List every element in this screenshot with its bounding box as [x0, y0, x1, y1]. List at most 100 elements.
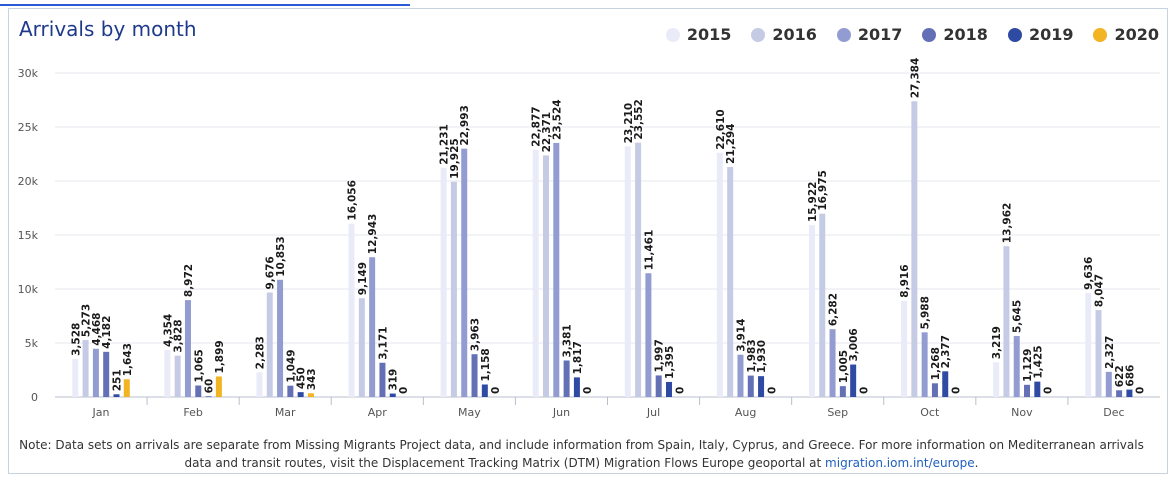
y-tick-label: 5k	[25, 337, 39, 350]
bar-2017-Sep	[829, 329, 836, 397]
bar-2019-May	[481, 384, 488, 397]
data-label: 1,643	[122, 343, 134, 376]
bar-2017-Oct	[921, 332, 928, 397]
footnote-end: .	[974, 456, 979, 470]
data-label: 4,468	[91, 313, 103, 346]
bar-2019-Jan	[113, 394, 120, 397]
bar-2020-Feb	[215, 376, 222, 397]
data-label: 22,610	[715, 109, 727, 150]
bar-2015-Jan	[72, 358, 79, 397]
data-label: 22,371	[541, 112, 553, 153]
bar-2018-Jan	[103, 351, 110, 397]
bar-2018-Aug	[747, 375, 754, 397]
data-label: 9,149	[357, 262, 369, 295]
bar-2017-Feb	[184, 300, 191, 397]
bar-2017-Aug	[737, 354, 744, 397]
legend-item-2017[interactable]: 2017	[836, 25, 903, 44]
bar-2016-Jan	[82, 340, 89, 397]
bar-2015-Feb	[164, 349, 171, 397]
data-label: 3,528	[70, 323, 82, 356]
data-label: 2,283	[254, 336, 266, 369]
bar-2015-Jun	[532, 149, 539, 397]
bar-2016-Aug	[727, 167, 734, 397]
data-label: 1,158	[480, 348, 492, 381]
bar-2016-Sep	[819, 213, 826, 397]
data-label: 251	[111, 369, 123, 391]
bar-2015-Mar	[256, 372, 263, 397]
data-label: 5,273	[81, 304, 93, 337]
bar-2017-Jan	[92, 348, 99, 397]
bar-2015-Nov	[993, 362, 1000, 397]
data-label: 0	[766, 387, 778, 394]
bar-2015-Sep	[808, 225, 815, 397]
bar-2016-Apr	[358, 298, 365, 397]
data-label: 19,925	[449, 138, 461, 179]
bar-2019-Feb	[205, 396, 212, 397]
top-link-underline[interactable]	[0, 0, 410, 6]
bar-2016-Nov	[1003, 246, 1010, 397]
data-label: 686	[1124, 365, 1136, 387]
data-label: 1,983	[746, 339, 758, 372]
bar-2019-Dec	[1126, 389, 1133, 397]
footnote-text: Note: Data sets on arrivals are separate…	[19, 438, 1144, 470]
legend-label: 2018	[943, 25, 988, 44]
y-tick-label: 15k	[18, 229, 39, 242]
data-label: 1,425	[1032, 345, 1044, 378]
bar-2016-Jul	[635, 142, 642, 397]
data-label: 11,461	[643, 230, 655, 271]
data-label: 21,294	[725, 123, 737, 164]
legend-label: 2020	[1114, 25, 1159, 44]
data-label: 0	[1043, 387, 1055, 394]
data-label: 21,231	[439, 124, 451, 165]
bar-2018-Jun	[563, 360, 570, 397]
data-label: 3,963	[470, 318, 482, 351]
data-label: 1,930	[756, 340, 768, 373]
data-label: 15,922	[807, 182, 819, 223]
legend-item-2018[interactable]: 2018	[922, 25, 988, 44]
x-tick-label: May	[458, 406, 481, 419]
data-label: 2,327	[1104, 336, 1116, 369]
data-label: 8,916	[899, 264, 911, 297]
geoportal-link[interactable]: migration.iom.int/europe	[825, 456, 975, 470]
x-tick-label: Jun	[552, 406, 570, 419]
bar-2019-Sep	[850, 364, 857, 397]
data-label: 4,182	[101, 316, 113, 349]
data-label: 13,962	[1001, 203, 1013, 244]
bar-2015-May	[440, 167, 447, 397]
legend-label: 2016	[772, 25, 817, 44]
legend: 2015 2016 2017 2018 2019 2020	[665, 25, 1159, 44]
data-label: 23,210	[623, 103, 635, 144]
legend-item-2019[interactable]: 2019	[1007, 25, 1073, 44]
data-label: 0	[1135, 387, 1147, 394]
x-tick-label: Jan	[92, 406, 110, 419]
bar-2016-Feb	[174, 355, 181, 397]
bar-2015-Aug	[716, 152, 723, 397]
data-label: 0	[582, 387, 594, 394]
bar-2017-Mar	[277, 279, 284, 397]
legend-swatch	[1007, 27, 1022, 42]
bar-2019-Apr	[389, 393, 396, 397]
legend-label: 2017	[857, 25, 903, 44]
bar-2018-Mar	[287, 385, 294, 397]
data-label: 60	[204, 379, 216, 394]
bar-2015-Dec	[1085, 292, 1092, 397]
data-label: 1,065	[193, 349, 205, 382]
data-label: 0	[951, 387, 963, 394]
legend-item-2015[interactable]: 2015	[665, 25, 731, 44]
data-label: 3,006	[848, 328, 860, 361]
bar-2016-Dec	[1095, 310, 1102, 397]
bar-2018-Dec	[1116, 390, 1123, 397]
data-label: 9,636	[1083, 257, 1095, 290]
bar-2016-Mar	[266, 292, 273, 397]
legend-item-2020[interactable]: 2020	[1093, 25, 1159, 44]
bar-2016-May	[450, 181, 457, 397]
footnote: Note: Data sets on arrivals are separate…	[14, 436, 1149, 472]
legend-item-2016[interactable]: 2016	[751, 25, 817, 44]
bar-2018-Oct	[931, 383, 938, 397]
legend-swatch	[1093, 27, 1108, 42]
y-tick-label: 30k	[18, 67, 39, 80]
bar-2017-May	[461, 148, 468, 397]
x-tick-label: Oct	[920, 406, 940, 419]
bar-2019-Nov	[1034, 381, 1041, 397]
